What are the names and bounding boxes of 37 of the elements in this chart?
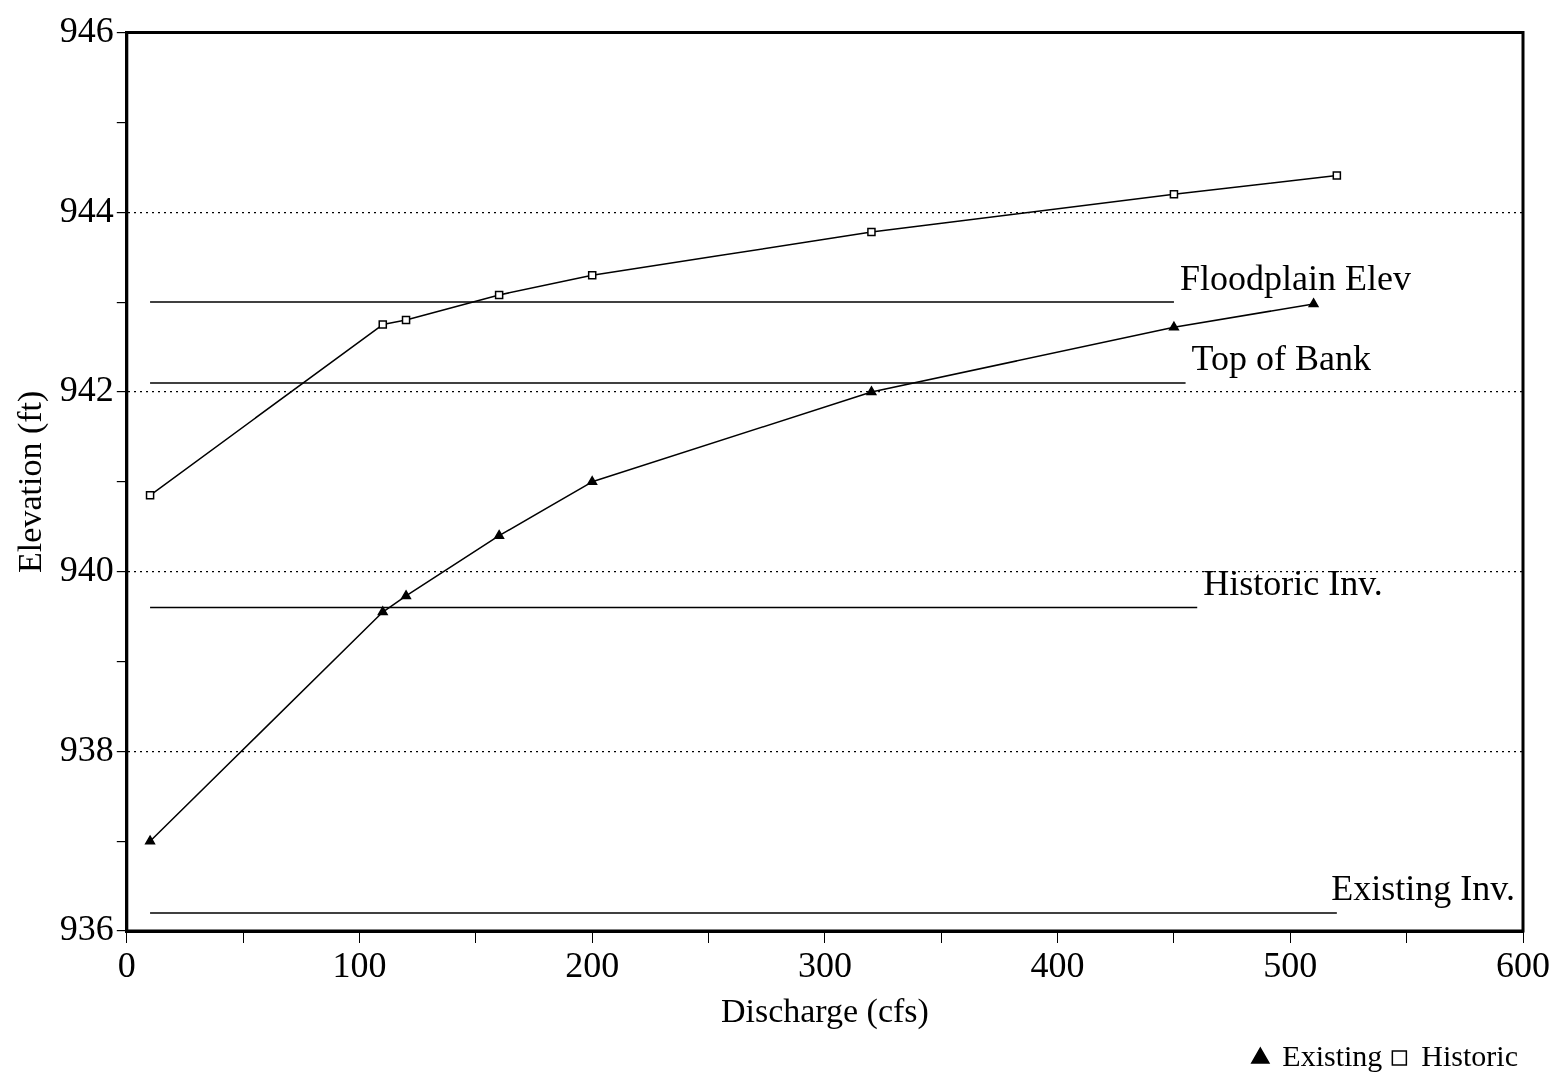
point (378, 320, 388, 329)
point (377, 606, 388, 616)
point (1308, 298, 1319, 308)
y-axis-title: Elevation (ft) (11, 390, 50, 573)
x-tick-label: 200 (565, 945, 620, 986)
point (1169, 190, 1179, 199)
x-tick-label: 300 (797, 945, 852, 986)
x-tick-label: 600 (1496, 945, 1550, 986)
x-tick-label: 100 (332, 945, 387, 986)
point (494, 290, 504, 300)
point (144, 835, 156, 845)
legend-label: Historic (1421, 1038, 1519, 1072)
y-tick-label: 936 (59, 908, 114, 949)
x-tick-label: 0 (117, 945, 136, 986)
x-axis-title: Discharge (cfs) (720, 991, 929, 1030)
point (494, 529, 505, 539)
series-label: Floodplain Elev (1179, 257, 1411, 298)
x-tick-label: 400 (1030, 945, 1085, 986)
series-label: Top of Bank (1191, 338, 1372, 379)
y-tick-label: 944 (59, 189, 114, 230)
point (1332, 171, 1342, 180)
point (866, 386, 877, 396)
x-tick-label: 500 (1263, 945, 1318, 986)
y-tick-label: 942 (59, 369, 114, 410)
y-tick-label: 940 (59, 549, 114, 590)
point (587, 270, 597, 280)
point (587, 476, 598, 486)
y-tick-label: 938 (59, 728, 114, 769)
point (1168, 321, 1180, 331)
point (867, 227, 876, 237)
point (145, 490, 155, 500)
y-tick-label: 946 (59, 10, 114, 51)
point (401, 315, 411, 325)
legend-label: Existing (1282, 1038, 1383, 1072)
point (400, 590, 412, 600)
series-label: Existing Inv. (1331, 868, 1515, 909)
series-label: Historic Inv. (1203, 563, 1383, 604)
